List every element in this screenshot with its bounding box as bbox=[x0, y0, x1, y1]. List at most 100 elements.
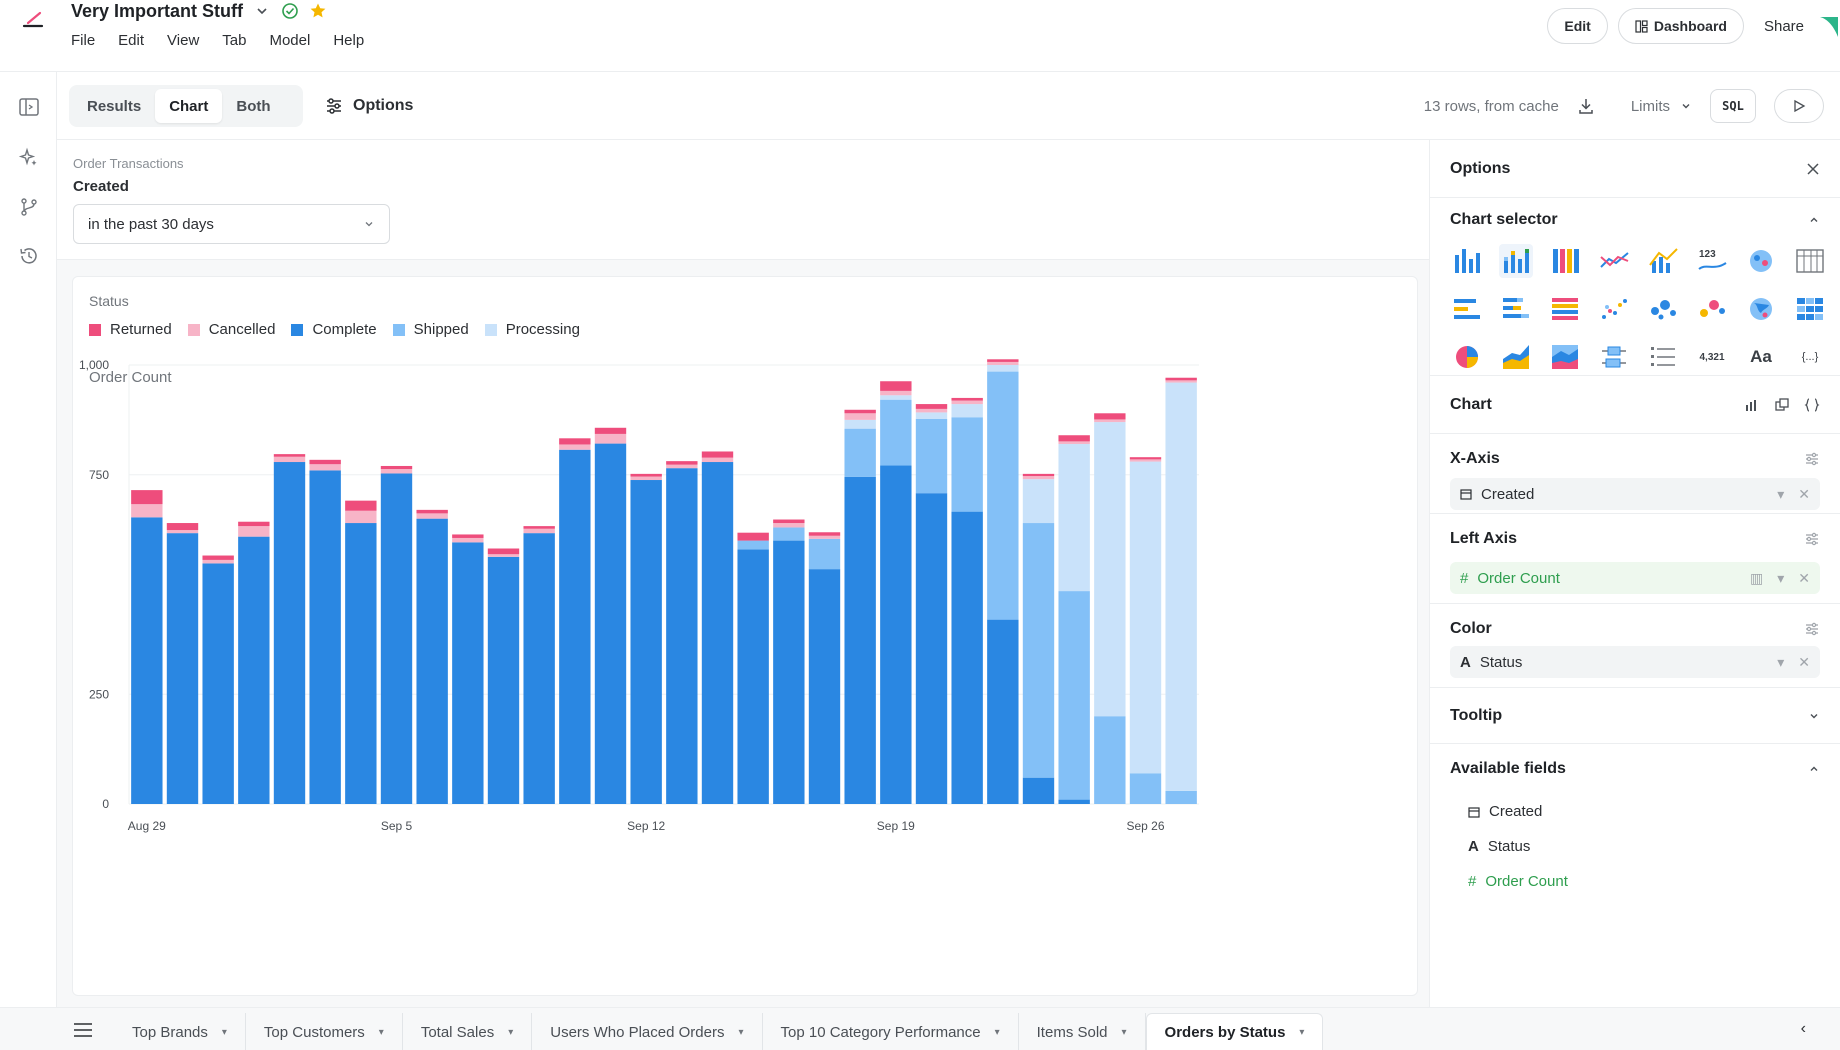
bar-segment-cancelled[interactable] bbox=[915, 408, 948, 413]
tab-results[interactable]: Results bbox=[87, 97, 142, 115]
bar-chart-icon[interactable] bbox=[1744, 397, 1760, 413]
bar-segment-complete[interactable] bbox=[559, 449, 591, 804]
menu-view[interactable]: View bbox=[167, 32, 200, 49]
bar-segment-returned[interactable] bbox=[987, 359, 1019, 362]
bar-segment-cancelled[interactable] bbox=[880, 390, 912, 396]
bar-segment-returned[interactable] bbox=[1094, 413, 1126, 420]
bar-grid-chart-icon[interactable] bbox=[1548, 244, 1582, 278]
bar-segment-cancelled[interactable] bbox=[773, 523, 805, 528]
bar-stack[interactable] bbox=[630, 473, 662, 804]
bar-segment-complete[interactable] bbox=[951, 511, 983, 804]
ai-sparkle-icon[interactable] bbox=[18, 147, 40, 169]
sql-button[interactable]: SQL bbox=[1710, 89, 1756, 123]
bar-segment-cancelled[interactable] bbox=[380, 469, 413, 474]
chevron-down-icon[interactable]: ▾ bbox=[738, 1026, 744, 1038]
bar-stack[interactable] bbox=[131, 490, 163, 804]
bar-segment-returned[interactable] bbox=[1058, 435, 1090, 442]
chart-selector-header[interactable]: Chart selector bbox=[1450, 198, 1820, 242]
panel-toggle-icon[interactable] bbox=[1818, 13, 1840, 39]
bar-segment-complete[interactable] bbox=[630, 480, 662, 804]
sheet-tab-top-customers[interactable]: Top Customers ▾ bbox=[246, 1013, 403, 1050]
heatmap-icon[interactable] bbox=[1793, 292, 1827, 326]
bar-segment-cancelled[interactable] bbox=[1022, 476, 1055, 480]
bar-segment-cancelled[interactable] bbox=[559, 444, 591, 450]
bar-segment-cancelled[interactable] bbox=[1094, 419, 1126, 423]
bar-stack[interactable] bbox=[666, 461, 698, 804]
bar-segment-complete[interactable] bbox=[131, 517, 163, 804]
tabs-scroll-left-icon[interactable]: ‹ bbox=[1800, 1020, 1806, 1037]
bar-segment-complete[interactable] bbox=[987, 619, 1019, 804]
color-field-pill[interactable]: A Status ▾ ✕ bbox=[1450, 646, 1820, 678]
available-fields-header[interactable]: Available fields bbox=[1450, 744, 1820, 794]
bar-segment-returned[interactable] bbox=[380, 465, 413, 470]
share-button[interactable]: Share bbox=[1763, 17, 1804, 35]
bar-stack[interactable] bbox=[594, 427, 627, 804]
legend-item-complete[interactable]: Complete bbox=[291, 321, 377, 338]
bar-segment-complete[interactable] bbox=[880, 465, 912, 804]
bar-stack[interactable] bbox=[1058, 435, 1090, 804]
xaxis-field-pill[interactable]: Created ▾ ✕ bbox=[1450, 478, 1820, 510]
bar-stack[interactable] bbox=[808, 532, 841, 804]
bar-stack[interactable] bbox=[345, 500, 377, 804]
date-filter-select[interactable]: in the past 30 days bbox=[73, 204, 390, 244]
bar-segment-cancelled[interactable] bbox=[630, 476, 662, 481]
number-icon[interactable]: 4,321 bbox=[1695, 340, 1729, 374]
download-icon[interactable] bbox=[1577, 97, 1595, 115]
bar-segment-returned[interactable] bbox=[273, 454, 306, 457]
bar-segment-processing[interactable] bbox=[915, 412, 948, 419]
chevron-down-icon[interactable]: ▾ bbox=[221, 1026, 227, 1038]
bar-segment-shipped[interactable] bbox=[1165, 790, 1197, 804]
bar-stack[interactable] bbox=[166, 523, 199, 804]
bar-segment-complete[interactable] bbox=[523, 533, 555, 804]
bar-segment-shipped[interactable] bbox=[951, 417, 983, 512]
bar-segment-complete[interactable] bbox=[166, 533, 199, 804]
pie-chart-icon[interactable] bbox=[1450, 340, 1484, 374]
bubble-chart-icon[interactable] bbox=[1646, 292, 1680, 326]
bar-segment-complete[interactable] bbox=[1022, 777, 1055, 804]
bar-segment-returned[interactable] bbox=[1165, 377, 1197, 381]
bar-segment-cancelled[interactable] bbox=[808, 535, 841, 539]
close-icon[interactable] bbox=[1806, 162, 1820, 176]
bar-segment-cancelled[interactable] bbox=[1165, 380, 1197, 383]
bar-segment-shipped[interactable] bbox=[987, 371, 1019, 620]
bar-stack[interactable] bbox=[701, 451, 734, 804]
bar-segment-returned[interactable] bbox=[487, 548, 520, 555]
tooltip-header[interactable]: Tooltip bbox=[1450, 688, 1820, 744]
bar-segment-returned[interactable] bbox=[202, 555, 234, 560]
bar-segment-shipped[interactable] bbox=[1022, 523, 1055, 778]
bar-segment-shipped[interactable] bbox=[773, 527, 805, 541]
bar-segment-shipped[interactable] bbox=[880, 399, 912, 466]
remove-icon[interactable]: ✕ bbox=[1798, 653, 1810, 670]
document-title[interactable]: Very Important Stuff bbox=[71, 0, 244, 21]
bar-stack[interactable] bbox=[951, 397, 983, 804]
bar-segment-cancelled[interactable] bbox=[701, 457, 734, 463]
bar-stack[interactable] bbox=[880, 381, 912, 804]
bar-segment-cancelled[interactable] bbox=[951, 400, 983, 405]
bar-stack[interactable] bbox=[416, 509, 448, 804]
copy-icon[interactable] bbox=[1774, 397, 1790, 413]
stacked-row-chart-icon[interactable] bbox=[1499, 292, 1533, 326]
bar-segment-returned[interactable] bbox=[238, 521, 270, 527]
bar-segment-shipped[interactable] bbox=[1058, 591, 1090, 800]
bar-segment-returned[interactable] bbox=[416, 509, 448, 514]
chevron-down-icon[interactable] bbox=[253, 2, 271, 20]
bar-segment-cancelled[interactable] bbox=[452, 537, 484, 543]
bar-segment-shipped[interactable] bbox=[808, 538, 841, 570]
bar-segment-complete[interactable] bbox=[915, 493, 948, 804]
bar-stack[interactable] bbox=[737, 532, 769, 804]
bar-segment-cancelled[interactable] bbox=[345, 510, 377, 524]
bar-segment-complete[interactable] bbox=[273, 462, 306, 804]
menu-model[interactable]: Model bbox=[269, 32, 311, 49]
line-chart-icon[interactable] bbox=[1597, 244, 1631, 278]
sheet-tab-total-sales[interactable]: Total Sales ▾ bbox=[403, 1013, 533, 1050]
bar-stack[interactable] bbox=[238, 521, 270, 804]
dashboard-button[interactable]: Dashboard bbox=[1617, 8, 1744, 44]
limits-dropdown[interactable]: Limits bbox=[1631, 98, 1692, 115]
row-chart-icon[interactable] bbox=[1450, 292, 1484, 326]
bar-stack[interactable] bbox=[559, 438, 591, 804]
bar-segment-cancelled[interactable] bbox=[1129, 459, 1162, 462]
sheet-tab-items-sold[interactable]: Items Sold ▾ bbox=[1019, 1013, 1146, 1050]
settings-sliders-icon[interactable] bbox=[1804, 452, 1820, 466]
bar-segment-returned[interactable] bbox=[523, 526, 555, 529]
bar-segment-shipped[interactable] bbox=[844, 428, 876, 477]
